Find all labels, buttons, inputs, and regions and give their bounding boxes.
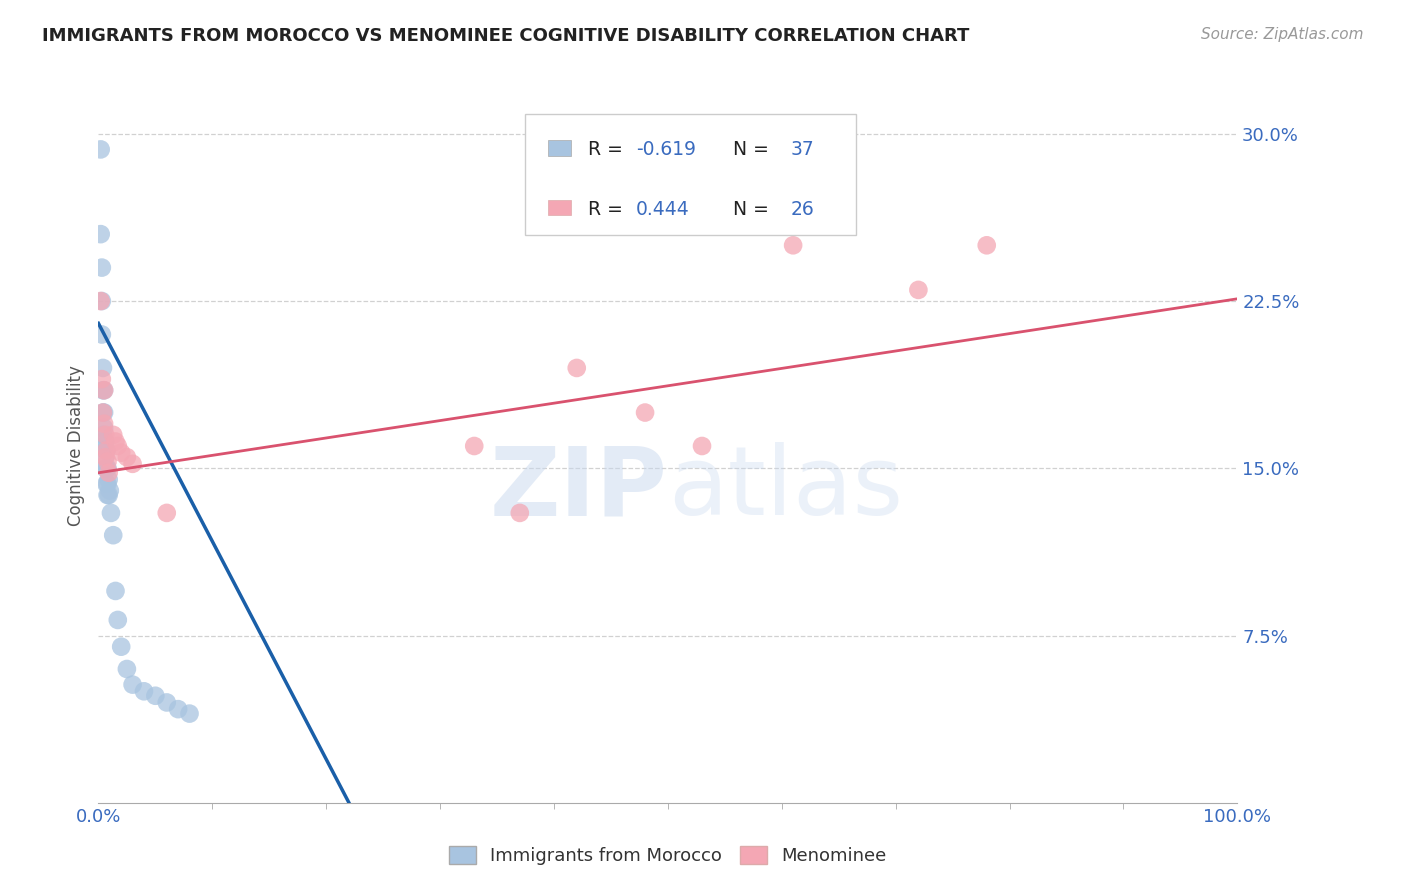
Point: [93, 384, 115, 398]
Point: [90, 227, 112, 241]
FancyBboxPatch shape: [548, 140, 571, 156]
Point: [96, 454, 118, 469]
Point: [93, 417, 115, 431]
Point: [94, 434, 117, 449]
Point: [91, 427, 114, 442]
Point: [103, 427, 125, 442]
FancyBboxPatch shape: [526, 114, 856, 235]
Point: [115, 662, 138, 676]
Point: [90, 372, 112, 386]
Point: [104, 434, 127, 449]
Point: [782, 238, 804, 252]
Point: [145, 689, 167, 703]
FancyBboxPatch shape: [548, 200, 571, 215]
Text: Source: ZipAtlas.com: Source: ZipAtlas.com: [1201, 27, 1364, 42]
Text: 37: 37: [790, 140, 814, 159]
Point: [156, 506, 179, 520]
Point: [91, 405, 114, 419]
Point: [90, 260, 112, 275]
Point: [94, 450, 117, 464]
Point: [104, 583, 127, 598]
Point: [565, 360, 588, 375]
Point: [90, 142, 112, 157]
Text: R =: R =: [588, 140, 628, 159]
Point: [94, 427, 117, 442]
Point: [94, 450, 117, 464]
Point: [121, 678, 143, 692]
Text: 26: 26: [790, 200, 814, 219]
Point: [156, 696, 179, 710]
Text: R =: R =: [588, 200, 628, 219]
Point: [90, 293, 112, 308]
Point: [93, 439, 115, 453]
Text: -0.619: -0.619: [636, 140, 696, 159]
Point: [90, 293, 112, 308]
Point: [509, 506, 531, 520]
Point: [107, 439, 129, 453]
Point: [463, 439, 485, 453]
Point: [690, 439, 713, 453]
Point: [91, 405, 114, 419]
Point: [634, 405, 657, 419]
Text: ZIP: ZIP: [489, 442, 668, 535]
Point: [907, 283, 929, 297]
Text: 0.444: 0.444: [636, 200, 689, 219]
Point: [94, 461, 117, 475]
Point: [97, 488, 120, 502]
Point: [93, 405, 115, 419]
Point: [91, 384, 114, 398]
Point: [90, 327, 112, 342]
Legend: Immigrants from Morocco, Menominee: Immigrants from Morocco, Menominee: [441, 839, 894, 872]
Point: [91, 360, 114, 375]
Point: [103, 528, 125, 542]
Text: IMMIGRANTS FROM MOROCCO VS MENOMINEE COGNITIVE DISABILITY CORRELATION CHART: IMMIGRANTS FROM MOROCCO VS MENOMINEE COG…: [42, 27, 970, 45]
Point: [100, 506, 122, 520]
Point: [96, 461, 118, 475]
Point: [167, 702, 190, 716]
Text: N =: N =: [721, 200, 775, 219]
Text: atlas: atlas: [668, 442, 903, 535]
Point: [96, 488, 118, 502]
Point: [976, 238, 998, 252]
Point: [96, 443, 118, 458]
Y-axis label: Cognitive Disability: Cognitive Disability: [66, 366, 84, 526]
Point: [110, 640, 132, 654]
Point: [115, 450, 138, 464]
Point: [97, 473, 120, 487]
Text: N =: N =: [721, 140, 775, 159]
Point: [96, 443, 118, 458]
Point: [107, 613, 129, 627]
Point: [132, 684, 155, 698]
Point: [110, 445, 132, 460]
Point: [121, 457, 143, 471]
Point: [179, 706, 201, 721]
Point: [97, 466, 120, 480]
Point: [98, 483, 121, 498]
Point: [96, 476, 118, 491]
Point: [93, 421, 115, 435]
Point: [96, 476, 118, 491]
Point: [96, 461, 118, 475]
Point: [93, 384, 115, 398]
Point: [828, 194, 851, 208]
